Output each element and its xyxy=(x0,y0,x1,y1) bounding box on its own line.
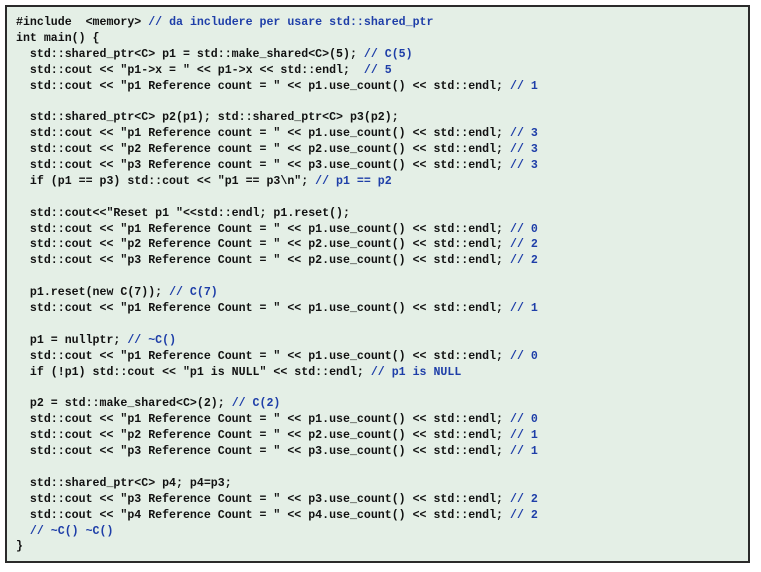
code-comment: // C(2) xyxy=(231,397,281,411)
code-text: #include <memory> xyxy=(16,16,149,29)
code-line: std::cout << "p1->x = " << p1->x << std:… xyxy=(16,63,538,79)
code-text: std::cout << "p3 Reference Count = " << … xyxy=(16,445,510,459)
code-comment: // C(7) xyxy=(169,286,218,300)
code-line: std::cout<<"Reset p1 "<<std::endl; p1.re… xyxy=(16,206,538,222)
code-text: if (!p1) std::cout << "p1 is NULL" << st… xyxy=(16,365,371,379)
code-comment: // ~C() ~C() xyxy=(29,524,114,538)
code-comment: // p1 == p2 xyxy=(315,174,392,188)
code-line: std::cout << "p3 Reference Count = " << … xyxy=(16,253,538,269)
code-line: p1 = nullptr; // ~C() xyxy=(16,333,538,349)
code-line: #include <memory> // da includere per us… xyxy=(16,15,538,31)
code-comment: // 2 xyxy=(509,492,538,506)
code-line: if (!p1) std::cout << "p1 is NULL" << st… xyxy=(16,365,538,381)
code-line xyxy=(16,460,538,476)
code-text: std::cout << "p3 Reference Count = " << … xyxy=(16,492,510,506)
code-text: std::shared_ptr<C> p4; p4=p3; xyxy=(16,476,232,490)
code-text: std::cout<<"Reset p1 "<<std::endl; p1.re… xyxy=(16,206,350,220)
code-text: p2 = std::make_shared<C>(2); xyxy=(16,397,232,411)
code-text: std::shared_ptr<C> p1 = std::make_shared… xyxy=(16,47,364,61)
code-line: std::cout << "p3 Reference count = " << … xyxy=(16,158,538,174)
code-line: std::cout << "p2 Reference Count = " << … xyxy=(16,428,538,444)
code-comment: // 0 xyxy=(509,413,538,427)
code-comment: // 1 xyxy=(509,79,538,93)
code-text: std::cout << "p1->x = " << p1->x << std:… xyxy=(16,63,364,77)
code-line: std::cout << "p1 Reference Count = " << … xyxy=(16,412,538,428)
code-text: std::cout << "p1 Reference Count = " << … xyxy=(16,302,510,316)
code-comment: // 3 xyxy=(509,127,538,141)
code-text: std::cout << "p3 Reference count = " << … xyxy=(16,159,510,173)
code-line: std::shared_ptr<C> p4; p4=p3; xyxy=(16,476,538,492)
code-comment: // da includere per usare std::shared_pt… xyxy=(148,16,434,29)
code-line xyxy=(16,94,538,110)
code-line: } xyxy=(16,539,538,555)
code-text: std::cout << "p1 Reference Count = " << … xyxy=(16,222,510,236)
code-line xyxy=(16,190,538,206)
code-text: std::cout << "p2 Reference Count = " << … xyxy=(16,238,510,252)
code-comment: // 5 xyxy=(363,63,392,77)
code-text: std::cout << "p1 Reference count = " << … xyxy=(16,127,510,141)
code-text: } xyxy=(16,540,23,554)
code-line: std::cout << "p3 Reference Count = " << … xyxy=(16,492,538,508)
code-comment: // 0 xyxy=(509,222,538,236)
code-text: p1 = nullptr; xyxy=(16,333,128,347)
code-line: std::cout << "p1 Reference count = " << … xyxy=(16,79,538,95)
code-line: std::shared_ptr<C> p1 = std::make_shared… xyxy=(16,47,538,63)
code-line: std::cout << "p3 Reference Count = " << … xyxy=(16,444,538,460)
code-comment: // 1 xyxy=(509,445,538,459)
code-block: #include <memory> // da includere per us… xyxy=(16,15,538,555)
code-comment: // p1 is NULL xyxy=(370,365,462,379)
code-comment: // 1 xyxy=(509,302,538,316)
code-comment: // 3 xyxy=(509,159,538,173)
code-line xyxy=(16,380,538,396)
code-text xyxy=(16,525,30,538)
code-text: std::shared_ptr<C> p2(p1); std::shared_p… xyxy=(16,111,399,125)
code-listing-panel: #include <memory> // da includere per us… xyxy=(5,5,750,563)
code-text: std::cout << "p1 Reference Count = " << … xyxy=(16,349,510,363)
code-line: std::cout << "p2 Reference Count = " << … xyxy=(16,237,538,253)
code-line: int main() { xyxy=(16,31,538,47)
code-line: if (p1 == p3) std::cout << "p1 == p3\n";… xyxy=(16,174,538,190)
code-line xyxy=(16,269,538,285)
code-line: std::cout << "p4 Reference Count = " << … xyxy=(16,508,538,524)
code-comment: // 0 xyxy=(509,349,538,363)
code-text: int main() { xyxy=(16,31,100,45)
code-text: std::cout << "p3 Reference Count = " << … xyxy=(16,254,510,268)
code-text: p1.reset(new C(7)); xyxy=(16,286,170,300)
code-line: std::cout << "p1 Reference Count = " << … xyxy=(16,301,538,317)
code-line: p2 = std::make_shared<C>(2); // C(2) xyxy=(16,396,538,412)
code-text: std::cout << "p1 Reference count = " << … xyxy=(16,79,510,93)
code-text: std::cout << "p2 Reference Count = " << … xyxy=(16,429,510,443)
code-text: if (p1 == p3) std::cout << "p1 == p3\n"; xyxy=(16,174,316,188)
code-line: std::cout << "p1 Reference Count = " << … xyxy=(16,349,538,365)
code-text: std::cout << "p1 Reference Count = " << … xyxy=(16,413,510,427)
code-line: std::cout << "p1 Reference Count = " << … xyxy=(16,222,538,238)
code-comment: // ~C() xyxy=(127,333,177,347)
code-line: p1.reset(new C(7)); // C(7) xyxy=(16,285,538,301)
code-line: std::shared_ptr<C> p2(p1); std::shared_p… xyxy=(16,110,538,126)
code-line xyxy=(16,317,538,333)
code-comment: // 2 xyxy=(509,508,538,522)
code-text: std::cout << "p2 Reference count = " << … xyxy=(16,143,510,157)
code-line: std::cout << "p2 Reference count = " << … xyxy=(16,142,538,158)
code-comment: // C(5) xyxy=(363,47,413,61)
code-comment: // 2 xyxy=(509,254,538,268)
code-text: std::cout << "p4 Reference Count = " << … xyxy=(16,508,510,522)
code-comment: // 2 xyxy=(509,238,538,252)
code-comment: // 1 xyxy=(509,429,538,443)
code-line: // ~C() ~C() xyxy=(16,524,538,540)
code-line: std::cout << "p1 Reference count = " << … xyxy=(16,126,538,142)
code-comment: // 3 xyxy=(509,143,538,157)
